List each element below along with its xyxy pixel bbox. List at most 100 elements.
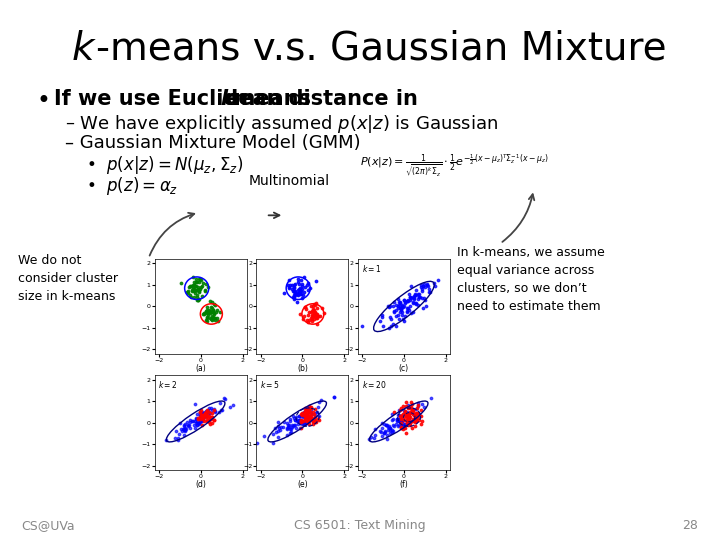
Point [192,278,203,287]
Point [396,421,408,430]
Point [199,285,211,294]
Point [189,282,201,291]
Point [186,287,198,295]
Point [415,406,427,414]
Point [388,421,400,430]
Point [293,279,305,288]
X-axis label: (a): (a) [196,364,206,373]
Point [393,301,405,309]
Point [394,303,405,312]
Point [296,417,307,426]
Point [305,412,316,421]
Point [306,306,318,315]
Point [402,401,414,409]
Point [382,426,394,434]
Point [403,409,415,417]
Point [392,311,404,320]
Point [218,394,230,402]
Point [412,402,423,410]
Point [207,306,218,314]
Point [312,312,324,320]
Point [299,408,310,416]
Point [285,425,297,434]
Point [382,423,394,431]
Point [415,292,426,301]
Point [406,408,418,417]
Point [202,308,214,317]
Text: $k=1$: $k=1$ [361,263,382,274]
Point [392,415,404,423]
Point [394,414,405,423]
Point [216,406,228,415]
Point [214,408,225,417]
Point [384,302,395,310]
Point [286,428,297,436]
Point [293,416,305,424]
Point [316,396,328,404]
Point [306,314,318,323]
Point [289,291,300,299]
Point [305,403,316,412]
Point [192,295,204,304]
Point [284,275,295,284]
Point [189,285,201,294]
Point [415,283,427,292]
Point [202,302,213,311]
Point [205,308,217,316]
Point [206,298,217,307]
Point [408,416,420,425]
Point [198,309,210,318]
Point [396,416,408,425]
Point [284,415,296,423]
Point [309,417,320,426]
Point [283,284,294,292]
Point [302,310,314,319]
Point [293,289,305,298]
Point [303,411,315,420]
Point [201,307,212,316]
Point [397,410,408,419]
Point [418,293,430,302]
Point [305,404,317,413]
Point [289,280,300,289]
Point [410,413,422,421]
Point [310,299,322,308]
Point [292,291,304,300]
Point [300,410,311,418]
Point [384,424,396,433]
Point [199,417,210,426]
Point [192,296,203,305]
Point [303,420,315,429]
Point [184,421,195,430]
Point [302,407,313,415]
Point [292,417,303,426]
Point [419,296,431,305]
Point [207,418,218,427]
Point [302,404,313,413]
Point [193,282,204,291]
Point [193,286,204,295]
Point [307,302,319,310]
Point [302,285,314,294]
Point [289,414,300,423]
Point [406,417,418,426]
Point [281,424,292,433]
Point [397,414,408,423]
Point [410,285,422,294]
Point [409,422,420,430]
Point [298,272,310,281]
Point [289,287,300,295]
Point [384,426,396,435]
Point [295,290,307,299]
Point [299,418,310,427]
Point [202,409,214,418]
Point [290,413,302,422]
Point [289,291,301,300]
Point [415,420,427,428]
Point [397,402,409,410]
Point [197,414,208,422]
Point [369,425,381,434]
Point [413,293,425,301]
Point [204,308,216,317]
Point [184,416,196,424]
